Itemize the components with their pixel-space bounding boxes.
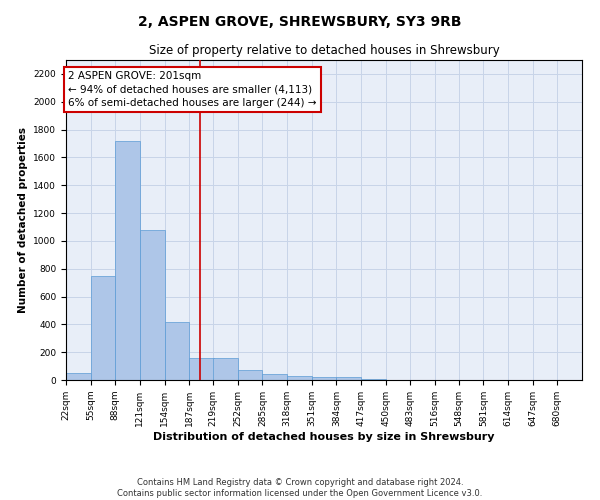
Y-axis label: Number of detached properties: Number of detached properties bbox=[18, 127, 28, 313]
Title: Size of property relative to detached houses in Shrewsbury: Size of property relative to detached ho… bbox=[149, 44, 499, 58]
Bar bbox=[91, 276, 115, 380]
Bar bbox=[164, 322, 189, 380]
Bar bbox=[287, 376, 311, 380]
Bar bbox=[189, 358, 214, 380]
Text: 2, ASPEN GROVE, SHREWSBURY, SY3 9RB: 2, ASPEN GROVE, SHREWSBURY, SY3 9RB bbox=[138, 15, 462, 29]
Bar bbox=[337, 377, 361, 380]
Text: 2 ASPEN GROVE: 201sqm
← 94% of detached houses are smaller (4,113)
6% of semi-de: 2 ASPEN GROVE: 201sqm ← 94% of detached … bbox=[68, 71, 317, 108]
Bar bbox=[115, 140, 140, 380]
Bar bbox=[262, 374, 287, 380]
Bar bbox=[311, 377, 337, 380]
Bar bbox=[238, 370, 262, 380]
Bar bbox=[140, 230, 164, 380]
Bar bbox=[213, 358, 238, 380]
Bar bbox=[66, 373, 91, 380]
Bar bbox=[361, 378, 386, 380]
Text: Contains HM Land Registry data © Crown copyright and database right 2024.
Contai: Contains HM Land Registry data © Crown c… bbox=[118, 478, 482, 498]
X-axis label: Distribution of detached houses by size in Shrewsbury: Distribution of detached houses by size … bbox=[153, 432, 495, 442]
